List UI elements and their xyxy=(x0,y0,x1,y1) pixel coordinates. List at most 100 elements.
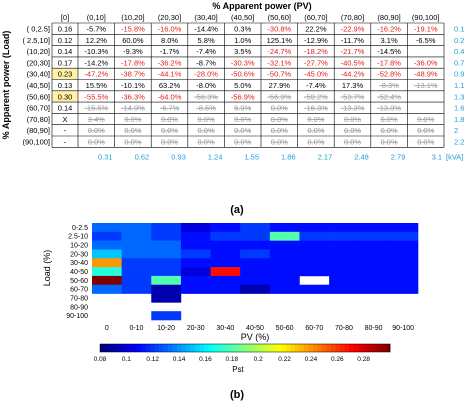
pv-kva-value: 1.86 xyxy=(281,152,296,161)
table-cell: -8.5% xyxy=(196,104,216,113)
table-cell: -18.2% xyxy=(304,47,328,56)
table-cell: 8.0% xyxy=(161,36,178,45)
heatmap-cell xyxy=(299,267,330,277)
row-header: (80,90] xyxy=(27,126,50,135)
table-cell: 0.0% xyxy=(344,138,361,147)
heatmap-cell xyxy=(299,258,330,268)
heatmap-cell xyxy=(180,223,211,233)
table-cell: -19.1% xyxy=(414,25,438,34)
heatmap-cell xyxy=(180,231,211,241)
table-cell: -52.8% xyxy=(377,70,401,79)
heatmap-cell xyxy=(269,284,300,294)
heatmap-cell xyxy=(121,231,152,241)
y-tick-label: 20-30 xyxy=(70,251,88,258)
colorbar-tick: 0.22 xyxy=(278,356,291,363)
colorbar-tick: 0.1 xyxy=(122,356,131,363)
heatmap-cell xyxy=(180,249,211,259)
table-cell: 0.17 xyxy=(58,58,73,67)
heatmap-cell xyxy=(240,249,271,259)
table-cell: 0.0% xyxy=(234,126,251,135)
column-header: (30,40] xyxy=(194,13,217,22)
heatmap-cell xyxy=(151,249,182,259)
colorbar-tick: 0.08 xyxy=(94,356,107,363)
table-cell: -44.2% xyxy=(341,70,365,79)
table-cell: -8.0% xyxy=(196,81,216,90)
table-cell: 0.0% xyxy=(307,138,324,147)
table-cell: 0.0% xyxy=(124,138,141,147)
pv-kva-value: 1.24 xyxy=(208,152,223,161)
kva-unit: [kVA] xyxy=(446,152,463,161)
x-tick-label: 0-10 xyxy=(129,325,143,332)
heatmap-cell xyxy=(151,258,182,268)
heatmap-cell xyxy=(210,275,241,286)
heatmap-cell xyxy=(121,258,152,268)
table-cell: 15.5% xyxy=(86,81,108,90)
table-cell: -50.6% xyxy=(231,70,255,79)
table-cell: 5.0% xyxy=(234,81,251,90)
table-cell: -30.8% xyxy=(267,25,291,34)
y-tick-label: 30-40 xyxy=(70,260,88,267)
panel-b-label: (b) xyxy=(230,389,244,401)
table-cell: 0.0% xyxy=(344,115,361,124)
table-cell: 0.0% xyxy=(344,126,361,135)
table-cell: -36.3% xyxy=(121,92,145,101)
heatmap-cell xyxy=(240,231,271,241)
row-header: (40,50] xyxy=(27,81,50,90)
y-tick-label: 2.5-10 xyxy=(68,234,88,241)
table-cell: 63.2% xyxy=(159,81,181,90)
heatmap-cell xyxy=(210,258,241,268)
table-cell: -56.9% xyxy=(267,92,291,101)
heatmap-cell xyxy=(210,284,241,294)
colorbar-tick: 0.14 xyxy=(173,356,186,363)
table-cell: 0.0% xyxy=(271,126,288,135)
heatmap-cell xyxy=(180,267,211,277)
load-kva-value: 0.2 xyxy=(454,36,464,45)
y-tick-label: 60-70 xyxy=(70,287,88,294)
table-cell: 0.0% xyxy=(271,138,288,147)
column-header: (0,10] xyxy=(87,13,106,22)
heatmap-cell xyxy=(269,249,300,259)
table-cell: -6.7% xyxy=(160,104,180,113)
table-cell: -13.9% xyxy=(377,104,401,113)
y-tick-label: 10-20 xyxy=(70,243,88,250)
table-cell: -1.7% xyxy=(160,47,180,56)
table-cell: - xyxy=(64,126,67,135)
table-cell: -21.7% xyxy=(341,47,365,56)
x-tick-label: 80-90 xyxy=(365,325,383,332)
colorbar-tick: 0.16 xyxy=(199,356,212,363)
table-cell: 3.5% xyxy=(234,47,251,56)
table-cell: -16.0% xyxy=(158,25,182,34)
heatmap-cell xyxy=(329,249,360,259)
table-cell: 0.0% xyxy=(271,115,288,124)
colorbar-tick: 0.2 xyxy=(254,356,263,363)
highlight-cell xyxy=(52,68,78,80)
heatmap-cell xyxy=(388,240,419,250)
heatmap-axes: 0-2.52.5-1010-2020-3030-4040-5050-6060-7… xyxy=(66,225,414,332)
panel-a-table: % Apparent power (PV) % Apparent power (… xyxy=(1,1,464,216)
pv-kva-value: 0.93 xyxy=(171,152,186,161)
table-cell: -50.7% xyxy=(267,70,291,79)
heatmap-cell xyxy=(388,249,419,259)
table-cell: -14.4% xyxy=(194,25,218,34)
table-cell: -16.3% xyxy=(304,104,328,113)
table-cell: 0.14 xyxy=(58,104,73,113)
table-cell: 0.0% xyxy=(381,126,398,135)
table-cell: 0.0% xyxy=(161,115,178,124)
heatmap-cell xyxy=(329,267,360,277)
table-cell: 12.2% xyxy=(86,36,108,45)
table-cell: -27.7% xyxy=(304,58,328,67)
table-cell: 0.23 xyxy=(58,70,73,79)
table-cell: 0.0% xyxy=(271,104,288,113)
heatmap-cell xyxy=(240,275,271,286)
table-cell: -44.1% xyxy=(158,70,182,79)
table-cell: -7.4% xyxy=(306,81,326,90)
table-cell: 0.0% xyxy=(417,138,434,147)
table-cell: -13.1% xyxy=(414,81,438,90)
pv-kva-value: 0.31 xyxy=(98,152,113,161)
table-cell: 0.16 xyxy=(58,25,73,34)
heatmap-cell xyxy=(151,231,182,241)
table-cell: 0.0% xyxy=(88,138,105,147)
table-cell: -17.8% xyxy=(377,58,401,67)
table-cell: 0.0% xyxy=(161,138,178,147)
